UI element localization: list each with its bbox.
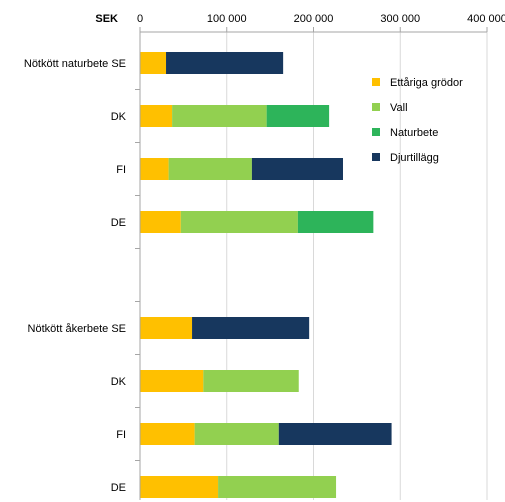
tick-label: 300 000 (380, 13, 420, 25)
legend-swatch (372, 103, 380, 111)
bar-segment (218, 476, 337, 498)
tick-label: 0 (137, 13, 143, 25)
tick-label: 400 000 (467, 13, 505, 25)
legend-label: Naturbete (390, 127, 438, 139)
category-label: FI (116, 164, 126, 176)
bar-segment (140, 158, 169, 180)
bar-segment (140, 52, 167, 74)
category-label: Nötkött naturbete SE (24, 58, 126, 70)
bar-segment (140, 476, 219, 498)
bar-segment (297, 211, 374, 233)
bar-segment (194, 423, 279, 445)
bar-segment (192, 317, 310, 339)
category-label: FI (116, 429, 126, 441)
legend-swatch (372, 78, 380, 86)
bar-segment (140, 317, 193, 339)
bar-segment (251, 158, 343, 180)
legend-label: Djurtillägg (390, 152, 439, 164)
bar-segment (140, 423, 195, 445)
bar-segment (278, 423, 392, 445)
category-label: DE (111, 482, 126, 494)
category-label: Nötkött åkerbete SE (28, 323, 126, 335)
bar-segment (140, 370, 204, 392)
bar-segment (140, 211, 181, 233)
legend: Ettåriga grödor Vall Naturbete Djurtillägg (372, 77, 463, 164)
category-label: DE (111, 217, 126, 229)
bar-segment (168, 158, 252, 180)
unit-label: SEK (95, 13, 118, 25)
tick-label: 200 000 (294, 13, 334, 25)
category-label: DK (111, 376, 127, 388)
x-axis: 0 100 000 200 000 300 000 400 000 (135, 13, 505, 500)
category-labels: Nötkött naturbete SE DK FI DE Nötkött åkerbe… (24, 58, 127, 494)
bar-segment (172, 105, 267, 127)
legend-label: Ettåriga grödor (390, 77, 463, 89)
bar-segment (140, 105, 173, 127)
bars (140, 52, 392, 498)
tick-label: 100 000 (207, 13, 247, 25)
bar-segment (180, 211, 298, 233)
bar-segment (166, 52, 284, 74)
bar-segment (203, 370, 299, 392)
category-label: DK (111, 111, 127, 123)
legend-swatch (372, 128, 380, 136)
legend-label: Vall (390, 102, 408, 114)
legend-swatch (372, 153, 380, 161)
bar-segment (266, 105, 330, 127)
